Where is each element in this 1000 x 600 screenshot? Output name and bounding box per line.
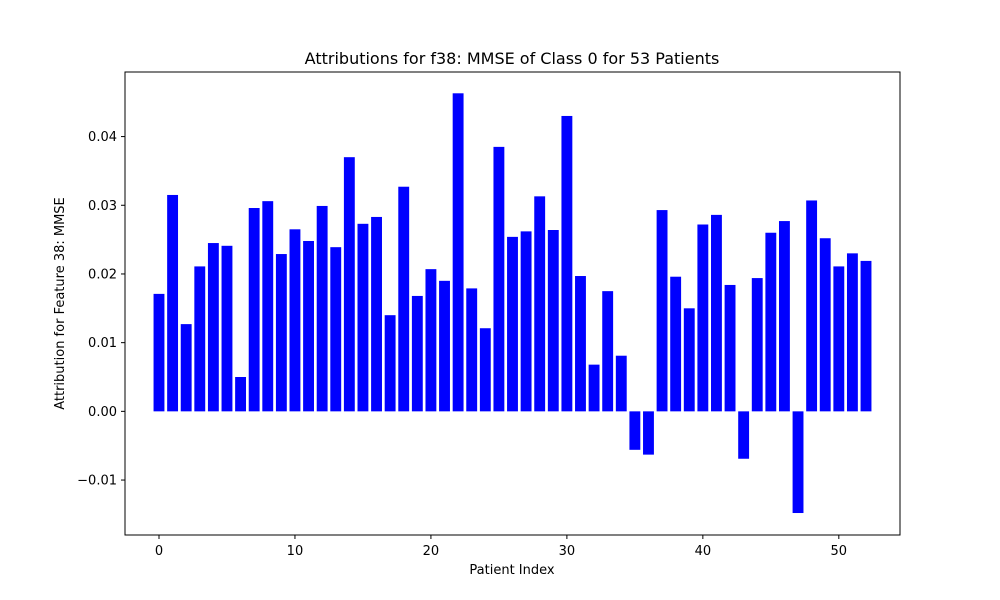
bar-patient-20 [425,269,437,412]
bar-patient-13 [330,247,342,412]
bar-patient-50 [833,266,845,412]
bar-patient-45 [765,232,777,412]
bar-patient-35 [629,411,641,450]
bar-patient-44 [751,278,763,412]
x-tick-label: 30 [559,544,576,559]
bar-patient-51 [846,253,858,412]
bar-patient-49 [819,238,831,412]
bar-patient-4 [207,243,219,412]
y-tick-label: 0.01 [88,336,117,351]
bar-patient-26 [507,236,518,412]
y-tick-label: −0.01 [77,474,117,489]
y-ticks: −0.01 0.00 0.01 0.02 0.03 0.04 [77,130,125,489]
bar-patient-6 [235,377,247,412]
bar-patient-14 [343,157,355,412]
bar-patient-31 [575,276,586,412]
bar-patient-18 [398,186,410,412]
y-tick-label: 0.02 [88,267,117,282]
y-tick-label: 0.04 [88,130,117,145]
y-tick-label: 0.00 [88,405,117,420]
bar-patient-9 [275,254,287,412]
bar-patient-33 [602,291,614,412]
bar-patient-42 [724,284,736,412]
bar-patient-25 [493,146,505,412]
bar-patient-47 [792,411,804,514]
bar-patient-17 [384,315,396,412]
x-tick-label: 50 [831,544,848,559]
bar-patient-46 [778,221,790,412]
x-tick-label: 10 [287,544,304,559]
bar-patient-52 [860,260,872,412]
bar-patient-21 [439,280,450,412]
bar-patient-24 [479,328,491,412]
x-ticks: 0 10 20 30 40 50 [155,535,847,559]
bar-patient-30 [561,115,573,412]
bar-patient-8 [262,201,274,412]
bar-patient-27 [520,231,532,412]
bar-patient-48 [806,200,818,412]
bar-patient-22 [452,93,464,412]
bar-patient-32 [588,364,600,412]
y-axis-label: Attribution for Feature 38: MMSE [53,197,68,410]
plot-frame [124,71,901,536]
bar-patient-11 [303,240,314,412]
bar-patient-16 [371,216,382,412]
bar-patient-37 [656,210,668,412]
bar-patient-3 [194,266,206,412]
bar-patient-40 [697,224,709,412]
bar-patient-38 [670,276,682,412]
x-tick-label: 20 [423,544,440,559]
bar-patient-36 [643,411,654,455]
x-tick-label: 40 [695,544,712,559]
bar-patient-39 [683,308,695,412]
bar-patient-12 [316,205,328,412]
bar-patient-28 [534,196,546,412]
bar-patient-29 [547,230,559,412]
bar-patient-10 [289,229,301,412]
x-axis-label: Patient Index [469,563,554,578]
chart-title: Attributions for f38: MMSE of Class 0 fo… [305,49,720,68]
bar-patient-1 [167,194,179,412]
bar-patient-19 [411,295,423,412]
bar-patient-15 [357,223,369,412]
bar-patient-7 [248,208,260,412]
bars-group [153,93,872,514]
bar-patient-43 [738,411,750,459]
bar-patient-41 [711,214,722,412]
bar-patient-23 [466,288,478,412]
x-tick-label: 0 [155,544,163,559]
bar-patient-5 [221,245,233,412]
y-tick-label: 0.03 [88,199,117,214]
bar-patient-0 [153,293,165,412]
bar-patient-34 [615,355,627,412]
bar-patient-2 [180,324,192,412]
